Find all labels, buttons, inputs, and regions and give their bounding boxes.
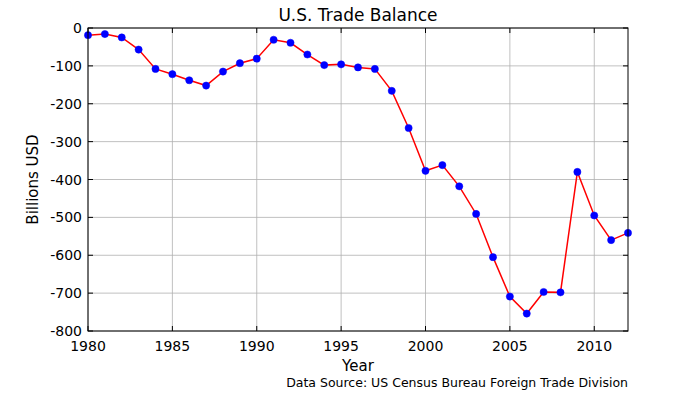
x-tick-label: 2005 (492, 338, 528, 354)
y-tick (88, 331, 93, 332)
y-grid-line (88, 179, 628, 180)
x-tick-top (594, 28, 595, 33)
y-tick-label: -200 (50, 96, 82, 112)
trade-line (88, 34, 628, 314)
y-axis-label: Billions USD (24, 134, 42, 224)
data-point (304, 51, 311, 58)
y-tick-label: -600 (50, 247, 82, 263)
y-tick (88, 217, 93, 218)
data-point (101, 30, 108, 37)
data-point (169, 71, 176, 78)
x-tick-label: 2000 (408, 338, 444, 354)
y-tick-label: -300 (50, 134, 82, 150)
data-point (574, 168, 581, 175)
data-point (236, 60, 243, 67)
data-point (540, 288, 547, 295)
data-point (219, 68, 226, 75)
x-tick (88, 326, 89, 331)
y-tick-label: -100 (50, 58, 82, 74)
data-point (439, 162, 446, 169)
x-tick (594, 326, 595, 331)
y-tick-right (623, 331, 628, 332)
y-tick-right (623, 141, 628, 142)
data-point (388, 87, 395, 94)
data-point (422, 167, 429, 174)
y-tick-label: -500 (50, 209, 82, 225)
y-tick (88, 141, 93, 142)
y-tick-right (623, 217, 628, 218)
data-point (135, 46, 142, 53)
x-axis-label: Year (341, 357, 375, 375)
data-point (523, 310, 530, 317)
y-tick-label: 0 (73, 20, 82, 36)
y-tick (88, 28, 93, 29)
x-tick (509, 326, 510, 331)
y-grid-line (88, 217, 628, 218)
y-tick-label: -800 (50, 323, 82, 339)
chart-svg: 1980 1985 1990 1995 2000 2005 2010 -800 -700 -600… (0, 0, 675, 405)
x-tick-label: 2010 (576, 338, 612, 354)
data-point (287, 39, 294, 46)
x-tick-label: 1980 (70, 338, 106, 354)
data-point (608, 237, 615, 244)
source-annotation: Data Source: US Census Bureau Foreign Tr… (286, 375, 628, 390)
data-point (270, 36, 277, 43)
data-group (84, 30, 631, 317)
y-grid-line (88, 141, 628, 142)
data-point (456, 183, 463, 190)
y-tick (88, 293, 93, 294)
y-tick-right (623, 255, 628, 256)
data-point (557, 289, 564, 296)
y-tick (88, 103, 93, 104)
y-tick (88, 179, 93, 180)
data-point (203, 82, 210, 89)
plot-frame (88, 28, 628, 331)
y-tick (88, 65, 93, 66)
x-tick-label: 1990 (239, 338, 275, 354)
x-tick-top (88, 28, 89, 33)
x-tick-top (425, 28, 426, 33)
data-point (473, 210, 480, 217)
y-tick-right (623, 103, 628, 104)
y-tick-right (623, 293, 628, 294)
y-tick-right (623, 179, 628, 180)
data-point (338, 61, 345, 68)
y-grid-line (88, 255, 628, 256)
y-grid-line (88, 103, 628, 104)
data-point (321, 62, 328, 69)
data-point (253, 55, 260, 62)
x-tick-top (341, 28, 342, 33)
y-tick-right (623, 28, 628, 29)
data-point (405, 124, 412, 131)
x-tick-label: 1995 (323, 338, 359, 354)
x-tick-top (256, 28, 257, 33)
x-tick-top (509, 28, 510, 33)
x-tick (172, 326, 173, 331)
x-tick (256, 326, 257, 331)
data-point (489, 254, 496, 261)
chart-container: 1980 1985 1990 1995 2000 2005 2010 -800 -700 -600… (0, 0, 675, 405)
x-tick-top (172, 28, 173, 33)
data-point (506, 293, 513, 300)
data-point (354, 64, 361, 71)
data-point (118, 34, 125, 41)
data-point (152, 65, 159, 72)
chart-title: U.S. Trade Balance (278, 5, 437, 25)
y-tick-label: -700 (50, 285, 82, 301)
x-tick (341, 326, 342, 331)
data-point (371, 65, 378, 72)
x-tick (425, 326, 426, 331)
data-point (591, 212, 598, 219)
x-tick-label: 1985 (155, 338, 191, 354)
y-tick-right (623, 65, 628, 66)
y-tick (88, 255, 93, 256)
data-point (186, 77, 193, 84)
y-tick-label: -400 (50, 172, 82, 188)
